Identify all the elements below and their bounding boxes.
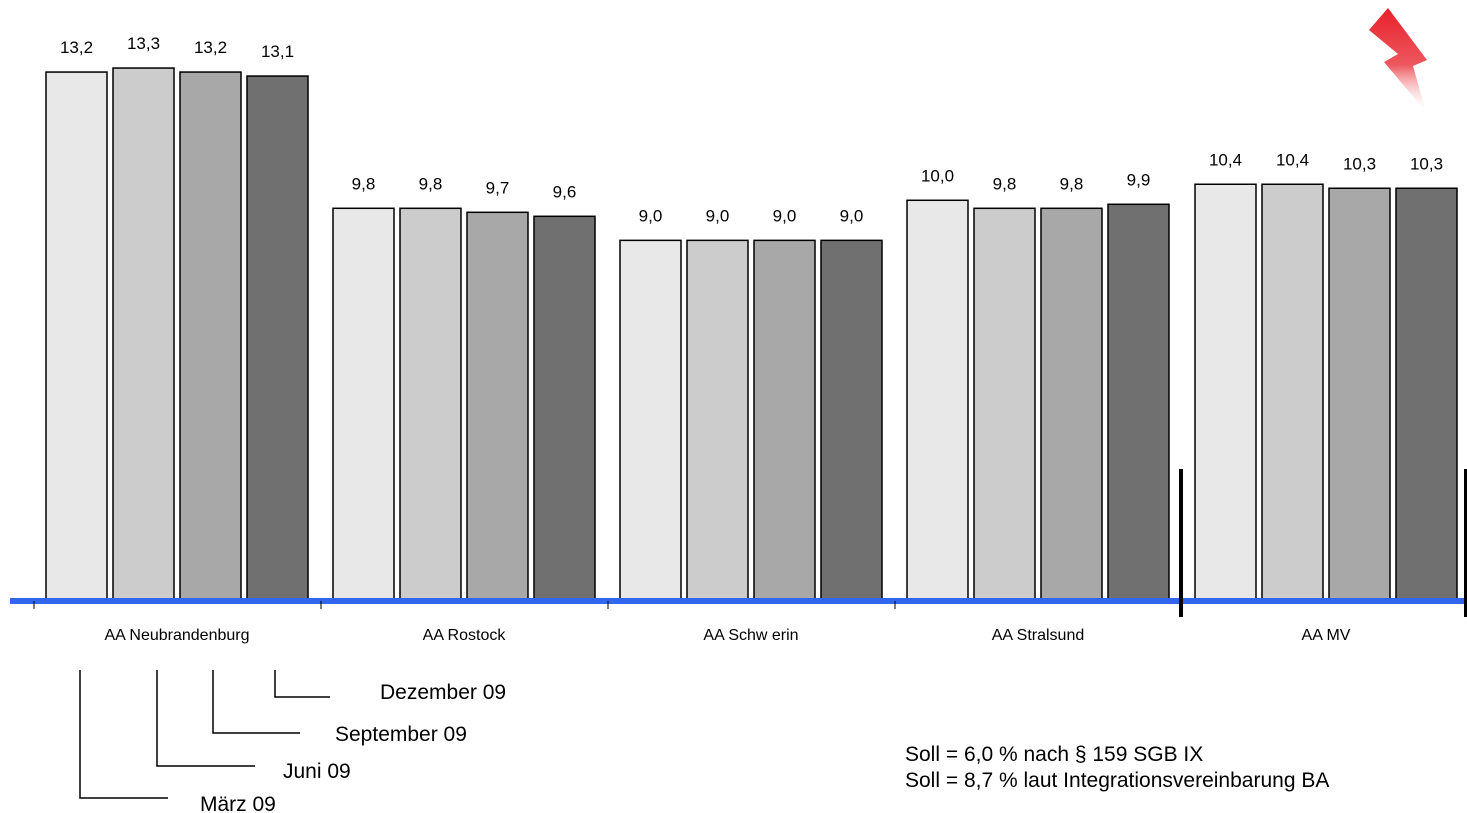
data-label: 9,9 <box>1127 170 1151 189</box>
bar-5-1 <box>1194 183 1257 602</box>
bar-2-1 <box>332 207 395 602</box>
lightning-arrow-icon <box>1369 8 1427 112</box>
data-label: 13,1 <box>261 42 294 61</box>
bar-2-2 <box>399 207 462 602</box>
target-note-sgb: Soll = 6,0 % nach § 159 SGB IX <box>905 743 1204 766</box>
category-label: AA Rostock <box>423 627 507 644</box>
category-label: AA Neubrandenburg <box>105 627 250 644</box>
legend-leader-line <box>212 670 300 734</box>
bar-3-2 <box>686 239 749 602</box>
group-separator-right <box>1464 469 1467 617</box>
bar-1-4 <box>246 75 309 602</box>
category-label: AA Stralsund <box>992 627 1085 644</box>
bar-4-4 <box>1107 203 1170 602</box>
data-label: 9,8 <box>993 174 1017 193</box>
bar-4-2 <box>973 207 1036 602</box>
data-label: 13,2 <box>194 38 227 57</box>
category-label: AA MV <box>1302 627 1351 644</box>
legend-label: Juni 09 <box>283 760 351 783</box>
data-label: 10,4 <box>1209 150 1242 169</box>
target-notes: Soll = 6,0 % nach § 159 SGB IX Soll = 8,… <box>905 742 1329 794</box>
data-label: 10,3 <box>1343 154 1376 173</box>
bar-5-4 <box>1395 187 1458 602</box>
legend-label: September 09 <box>335 723 467 746</box>
data-label: 10,3 <box>1410 154 1443 173</box>
data-label: 9,8 <box>419 174 443 193</box>
bar-2-3 <box>466 211 529 602</box>
data-label: 9,7 <box>486 178 510 197</box>
legend-label: Dezember 09 <box>380 681 506 704</box>
data-label: 9,6 <box>553 182 577 201</box>
category-label: AA Schw erin <box>703 627 798 644</box>
target-note-ba: Soll = 8,7 % laut Integrationsvereinbaru… <box>905 769 1330 792</box>
legend-leader-line <box>274 670 330 698</box>
data-label: 9,8 <box>352 174 376 193</box>
bar-2-4 <box>533 215 596 602</box>
bar-1-3 <box>179 71 242 602</box>
legend-leader-line <box>79 670 168 799</box>
data-label: 9,0 <box>639 206 663 225</box>
group-separator-left <box>1179 469 1183 617</box>
bar-4-1 <box>906 199 969 602</box>
legend-leader-line <box>156 670 255 767</box>
data-label: 9,0 <box>840 206 864 225</box>
legend-label: März 09 <box>200 793 276 813</box>
data-label: 9,8 <box>1060 174 1084 193</box>
bar-1-2 <box>112 67 175 602</box>
bar-5-2 <box>1261 183 1324 602</box>
bar-3-1 <box>619 239 682 602</box>
bar-5-3 <box>1328 187 1391 602</box>
data-label: 13,3 <box>127 34 160 53</box>
bar-1-1 <box>45 71 108 602</box>
bar-3-4 <box>820 239 883 602</box>
data-label: 10,4 <box>1276 150 1309 169</box>
bar-4-3 <box>1040 207 1103 602</box>
data-label: 10,0 <box>921 166 954 185</box>
data-label: 9,0 <box>773 206 797 225</box>
data-label: 13,2 <box>60 38 93 57</box>
bar-3-3 <box>753 239 816 602</box>
data-label: 9,0 <box>706 206 730 225</box>
